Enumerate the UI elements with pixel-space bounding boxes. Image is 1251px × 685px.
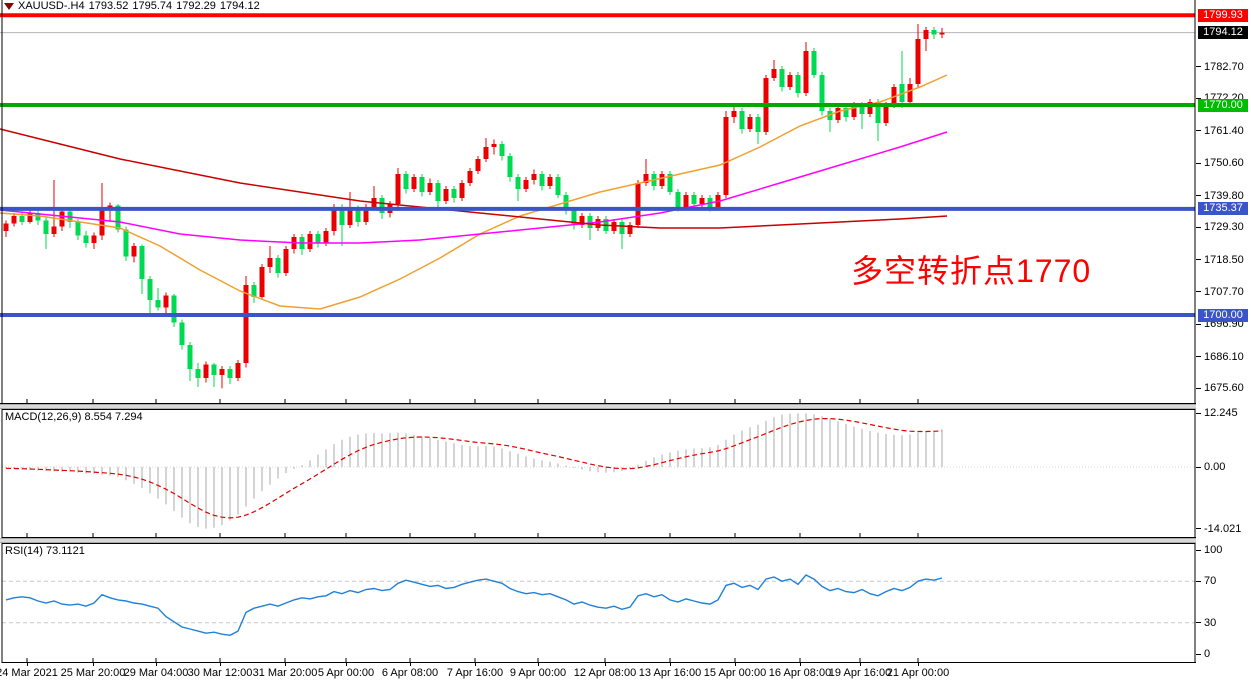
price-line-badge: 1794.12 xyxy=(1198,26,1248,40)
time-tick-label: 31 Mar 20:00 xyxy=(252,667,318,679)
axis-tick-mark xyxy=(1196,130,1201,132)
time-tick-label: 25 Mar 20:00 xyxy=(60,667,126,679)
ohlc-high: 1795.74 xyxy=(132,0,173,12)
price-tick-label: 1686.10 xyxy=(1204,350,1244,363)
ma-darkred xyxy=(0,128,948,229)
time-tick-mark xyxy=(538,663,539,666)
axis-tick-mark xyxy=(1196,549,1201,551)
axis-tick-mark xyxy=(1196,622,1201,624)
price-tick-label: 1739.80 xyxy=(1204,189,1244,202)
price-tick-label: 1675.60 xyxy=(1204,382,1244,395)
time-tick-label: 24 Mar 2021 xyxy=(0,667,58,679)
time-tick-mark xyxy=(860,663,861,666)
time-tick-mark xyxy=(410,663,411,666)
axis-tick-mark xyxy=(1196,466,1201,468)
axis-tick-mark xyxy=(1196,580,1201,582)
time-tick-label: 19 Apr 16:00 xyxy=(828,667,892,679)
time-tick-mark xyxy=(475,663,476,666)
macd-scale-label: -14.021 xyxy=(1204,522,1242,535)
macd-signal-line xyxy=(5,418,943,519)
time-axis[interactable]: 24 Mar 2021 25 Mar 20:00 29 Mar 04:00 30 Ma… xyxy=(0,663,1196,685)
rsi-indicator-label: RSI(14) 73.1121 xyxy=(5,545,85,557)
panel-separator[interactable] xyxy=(0,404,1196,409)
time-tick-mark xyxy=(156,663,157,666)
axis-tick-mark xyxy=(1196,653,1201,655)
time-tick-label: 21 Apr 00:00 xyxy=(886,667,950,679)
price-line-badge: 1735.37 xyxy=(1198,202,1248,216)
axis-tick-mark xyxy=(1196,387,1201,389)
axis-tick-mark xyxy=(1196,66,1201,68)
time-tick-mark xyxy=(918,663,919,666)
time-tick-mark xyxy=(605,663,606,666)
time-tick-label: 30 Mar 12:00 xyxy=(187,667,253,679)
time-tick-label: 6 Apr 08:00 xyxy=(381,667,439,679)
ohlc-close: 1794.12 xyxy=(219,0,260,12)
macd-histogram xyxy=(5,413,943,529)
price-tick-label: 1750.60 xyxy=(1204,157,1244,170)
ohlc-low: 1792.29 xyxy=(176,0,216,12)
price-axis[interactable]: 1782.701772.201761.401750.601739.801729.… xyxy=(1196,0,1251,685)
time-tick-mark xyxy=(27,663,28,666)
axis-tick-mark xyxy=(1196,528,1201,530)
candles xyxy=(3,24,945,389)
time-tick-mark xyxy=(346,663,347,666)
macd-scale-label: 0.00 xyxy=(1204,461,1226,473)
time-tick-mark xyxy=(220,663,221,666)
time-tick-mark xyxy=(735,663,736,666)
time-tick-label: 12 Apr 08:00 xyxy=(573,667,637,679)
time-tick-label: 29 Mar 04:00 xyxy=(123,667,189,679)
chart-title-bar: XAUUSD-.H4 1793.52 1795.74 1792.29 1794.… xyxy=(4,0,260,12)
time-tick-mark xyxy=(670,663,671,666)
time-tick-mark xyxy=(93,663,94,666)
axis-tick-mark xyxy=(1196,162,1201,164)
time-tick-label: 5 Apr 00:00 xyxy=(317,667,375,679)
macd-scale-label: 12.245 xyxy=(1204,407,1238,420)
time-tick-label: 15 Apr 00:00 xyxy=(703,667,767,679)
macd-indicator-label: MACD(12,26,9) 8.554 7.294 xyxy=(5,411,143,423)
price-tick-label: 1707.70 xyxy=(1204,285,1244,298)
axis-tick-mark xyxy=(1196,97,1201,99)
price-tick-label: 1782.70 xyxy=(1204,60,1244,73)
price-chart-canvas[interactable] xyxy=(0,0,1196,404)
time-tick-label: 16 Apr 08:00 xyxy=(768,667,832,679)
rsi-line xyxy=(5,574,943,637)
time-tick-label: 7 Apr 16:00 xyxy=(446,667,504,679)
time-tick-label: 13 Apr 16:00 xyxy=(638,667,702,679)
axis-tick-mark xyxy=(1196,226,1201,228)
price-line-badge: 1770.00 xyxy=(1198,98,1248,112)
rsi-scale-label: 0 xyxy=(1204,648,1211,660)
axis-tick-mark xyxy=(1196,356,1201,358)
symbol-period-label: XAUUSD-.H4 xyxy=(18,0,85,12)
price-tick-label: 1761.40 xyxy=(1204,124,1244,137)
time-tick-mark xyxy=(800,663,801,666)
chart-annotation: 多空转折点1770 xyxy=(851,253,1092,289)
axis-tick-mark xyxy=(1196,195,1201,197)
axis-tick-mark xyxy=(1196,412,1201,414)
ma-magenta xyxy=(0,131,948,244)
panel-separator[interactable] xyxy=(0,538,1196,543)
time-tick-mark xyxy=(285,663,286,666)
rsi-scale-label: 70 xyxy=(1204,575,1217,588)
time-tick-label: 9 Apr 00:00 xyxy=(509,667,567,679)
price-tick-label: 1729.30 xyxy=(1204,221,1244,234)
rsi-panel-canvas[interactable] xyxy=(0,543,1196,663)
price-tick-label: 1718.50 xyxy=(1204,253,1244,266)
macd-panel-canvas[interactable] xyxy=(0,409,1196,538)
rsi-scale-label: 100 xyxy=(1204,544,1223,556)
price-line-badge: 1799.93 xyxy=(1198,8,1248,22)
price-line-badge: 1700.00 xyxy=(1198,308,1248,322)
ohlc-open: 1793.52 xyxy=(88,0,129,12)
axis-tick-mark xyxy=(1196,291,1201,293)
axis-tick-mark xyxy=(1196,259,1201,260)
axis-tick-mark xyxy=(1196,323,1201,325)
rsi-scale-label: 30 xyxy=(1204,616,1217,629)
symbol-dropdown-icon[interactable] xyxy=(4,2,14,10)
